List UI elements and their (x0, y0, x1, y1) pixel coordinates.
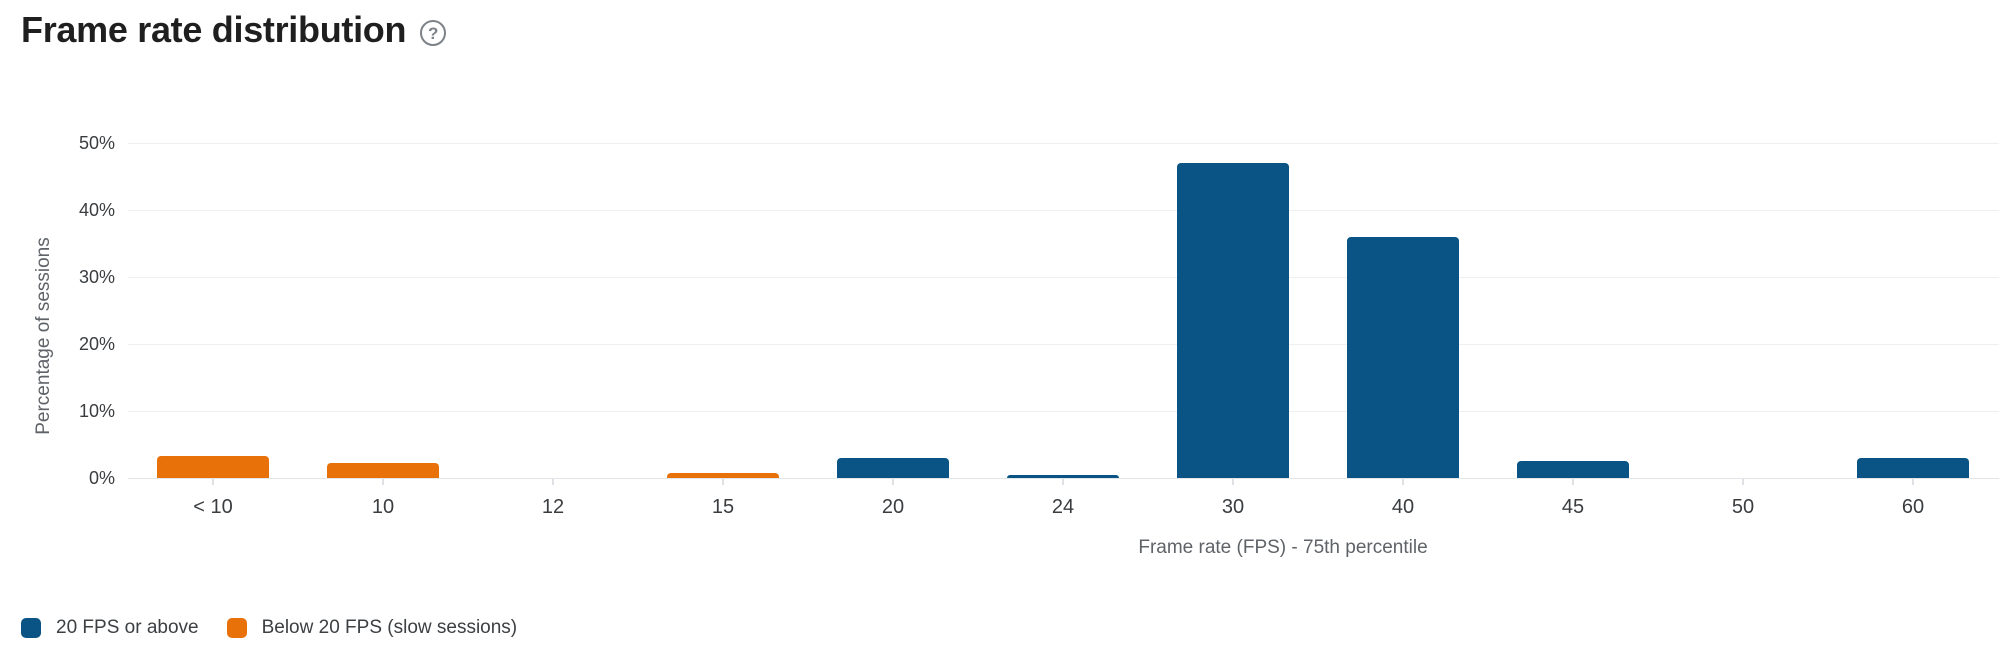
bar-24[interactable] (1007, 474, 1119, 478)
gridline (128, 143, 1999, 144)
chart-header: Frame rate distribution ? (21, 8, 447, 52)
x-tick-mark (552, 479, 554, 485)
x-tick-label: 30 (1221, 496, 1245, 518)
legend-item-below-20fps[interactable]: Below 20 FPS (slow sessions) (226, 616, 518, 639)
x-axis-title: Frame rate (FPS) - 75th percentile (1138, 537, 1428, 558)
x-tick-mark (212, 479, 214, 485)
bar-20[interactable] (837, 457, 949, 478)
bar-10[interactable] (157, 455, 269, 478)
x-tick-label: 10 (371, 496, 395, 518)
x-tick-mark (1062, 479, 1064, 485)
x-tick-label: 60 (1901, 496, 1925, 518)
gridline (128, 277, 1999, 278)
help-icon[interactable]: ? (420, 20, 447, 46)
x-tick-mark (1402, 479, 1404, 485)
y-tick-label: 0% (88, 468, 115, 488)
bar-15[interactable] (667, 473, 779, 478)
x-tick-mark (1572, 479, 1574, 485)
bar-10[interactable] (327, 462, 439, 478)
x-tick-mark (382, 479, 384, 485)
gridline (128, 478, 1999, 479)
x-tick-mark (1912, 479, 1914, 485)
x-tick-label: 40 (1391, 496, 1415, 518)
legend-swatch-blue (21, 617, 41, 638)
gridline (128, 411, 1999, 412)
y-axis-title: Percentage of sessions (33, 237, 54, 435)
bar-30[interactable] (1177, 163, 1289, 478)
y-tick-label: 20% (78, 334, 115, 354)
legend-swatch-orange (226, 617, 247, 638)
y-tick-label: 40% (78, 200, 115, 220)
bar-40[interactable] (1347, 236, 1459, 478)
x-tick-label: 45 (1561, 496, 1585, 518)
x-tick-label: 15 (711, 496, 735, 518)
y-tick-label: 50% (78, 133, 115, 153)
x-tick-mark (722, 479, 724, 485)
x-tick-mark (892, 479, 894, 485)
x-tick-label: 12 (541, 496, 565, 518)
chart-legend: 20 FPS or above Below 20 FPS (slow sessi… (21, 616, 517, 639)
y-tick-label: 30% (78, 267, 115, 287)
x-tick-label: 50 (1731, 496, 1755, 518)
legend-label: Below 20 FPS (slow sessions) (261, 617, 518, 638)
x-tick-label: < 10 (193, 496, 233, 518)
gridline (128, 344, 1999, 345)
x-tick-label: 24 (1051, 496, 1075, 518)
x-tick-mark (1232, 479, 1234, 485)
bar-45[interactable] (1517, 461, 1629, 478)
legend-label: 20 FPS or above (56, 617, 199, 638)
bar-60[interactable] (1857, 457, 1969, 478)
legend-item-above-20fps[interactable]: 20 FPS or above (21, 616, 199, 639)
x-tick-mark (1742, 479, 1744, 485)
gridline (128, 210, 1999, 211)
x-tick-label: 20 (881, 496, 905, 518)
page-title: Frame rate distribution (21, 9, 407, 50)
y-tick-label: 10% (78, 401, 115, 421)
